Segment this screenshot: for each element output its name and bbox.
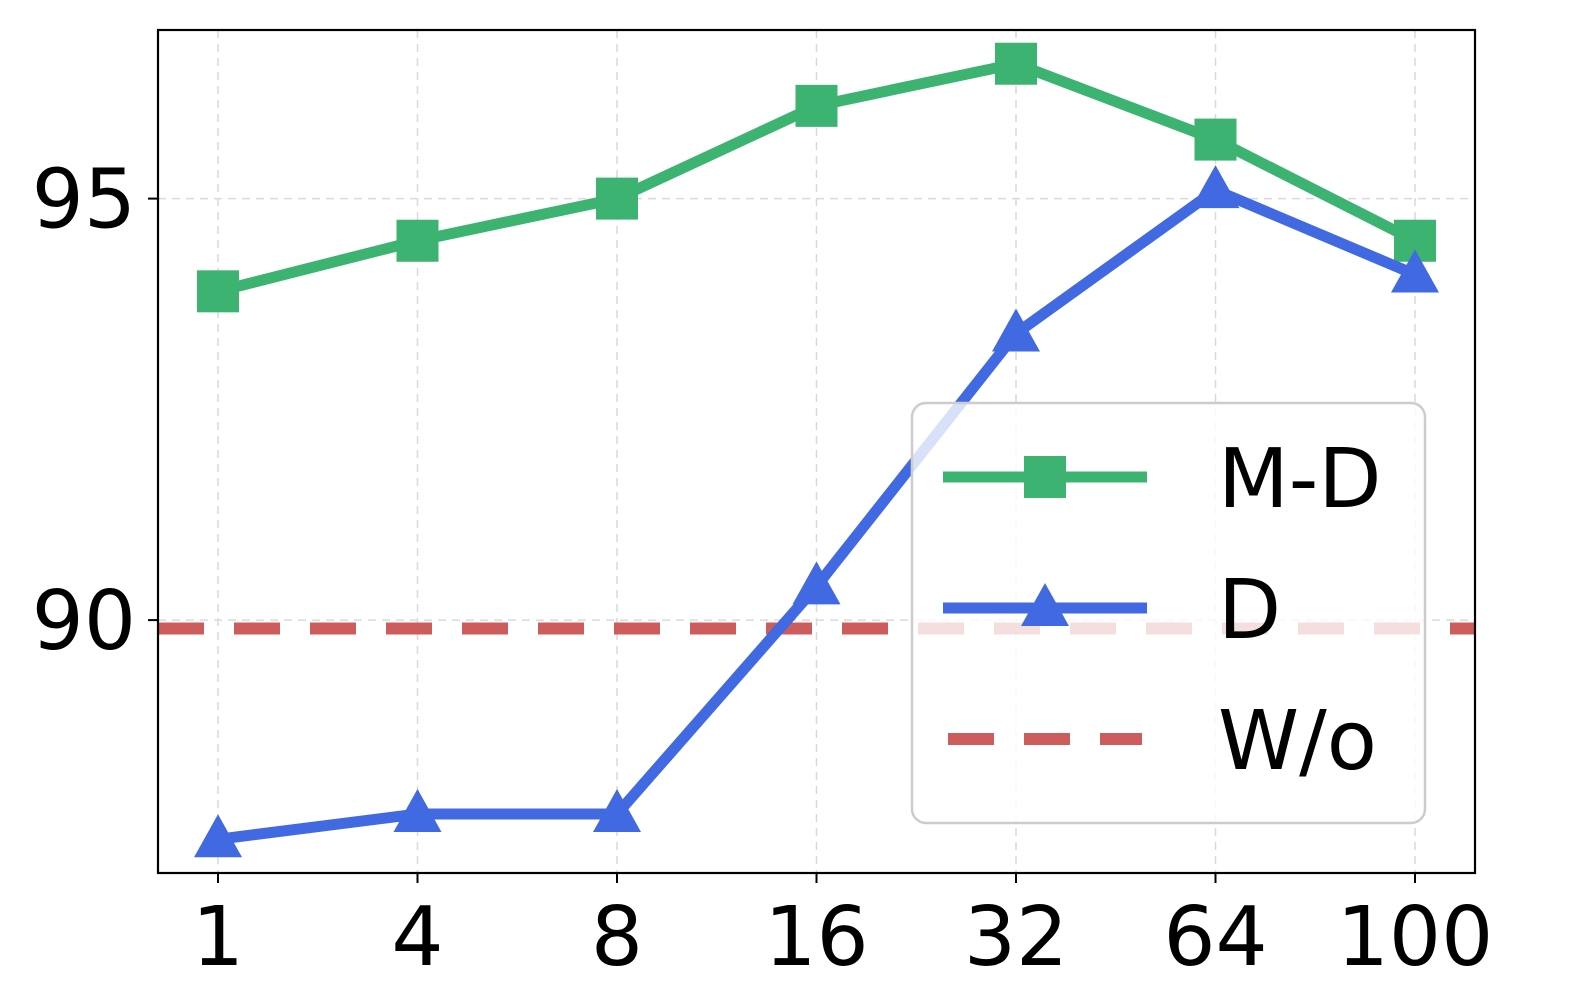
y-tick-label: 90	[32, 574, 136, 669]
data-point-d	[593, 788, 641, 832]
legend-label-d: D	[1218, 563, 1281, 658]
legend-marker-d	[1021, 583, 1069, 626]
data-point-d	[1391, 249, 1439, 293]
x-tick-label: 64	[1163, 890, 1267, 985]
data-point-d	[194, 814, 242, 858]
data-point-m-d	[795, 84, 838, 127]
legend-box	[910, 401, 1427, 825]
data-point-m-d	[995, 42, 1037, 85]
data-point-m-d	[1194, 118, 1237, 161]
data-point-d	[393, 788, 442, 832]
data-point-m-d	[396, 219, 439, 262]
x-tick-label: 16	[764, 890, 868, 985]
legend-marker-m-d	[1024, 456, 1066, 498]
data-point-m-d	[596, 177, 638, 220]
legend-label-m-d: M-D	[1218, 432, 1381, 527]
legend: M-D D W/o	[910, 401, 1427, 825]
x-tick-label: 100	[1337, 890, 1494, 985]
x-tick-label: 1	[192, 890, 244, 985]
data-point-m-d	[197, 270, 239, 313]
data-point-d	[1191, 165, 1240, 209]
x-tick-label: 4	[391, 890, 443, 985]
x-tick-label: 32	[964, 890, 1068, 985]
axis-ticks: 1 4 8 16 32 64 100 90 95	[32, 153, 1494, 985]
y-tick-label: 95	[32, 153, 136, 248]
x-tick-label: 8	[591, 890, 643, 985]
legend-label-w-o: W/o	[1218, 694, 1377, 789]
data-point-d	[992, 308, 1040, 352]
data-point-d	[792, 561, 841, 605]
